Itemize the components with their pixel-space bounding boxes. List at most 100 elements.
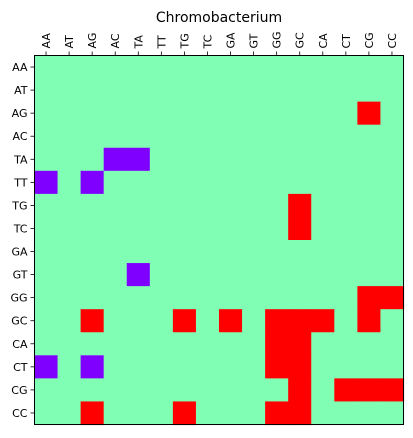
heatmap-cell-ta-cc xyxy=(380,147,405,172)
heatmap-cell-aa-tt xyxy=(149,55,174,80)
heatmap-cell-tc-tt xyxy=(149,216,174,241)
heatmap-cell-tc-gc xyxy=(288,216,312,241)
heatmap-cell-ac-at xyxy=(57,124,82,149)
heatmap-cell-at-ag xyxy=(80,78,105,103)
x-tick-label: GG xyxy=(271,31,284,48)
heatmap-cell-ag-tt xyxy=(149,101,174,126)
heatmap-cell-ga-tg xyxy=(172,240,197,264)
heatmap-cell-cg-tg xyxy=(172,378,197,403)
x-tick-label: AA xyxy=(40,33,53,49)
heatmap-cell-gg-cc xyxy=(380,286,405,310)
heatmap-cell-gg-tc xyxy=(195,286,220,310)
heatmap-cell-gc-gc xyxy=(288,309,312,333)
heatmap-cell-ac-cg xyxy=(357,124,382,149)
heatmap-cell-gc-tg xyxy=(172,309,197,333)
heatmap-cell-tt-at xyxy=(57,170,82,195)
heatmap-cell-ta-gg xyxy=(265,147,289,172)
heatmap-cell-ca-gg xyxy=(265,332,289,356)
x-tick-label: AG xyxy=(86,33,99,49)
heatmap-cell-tg-ta xyxy=(126,193,151,218)
heatmap-cell-ga-gg xyxy=(265,240,289,264)
heatmap-cell-gt-ag xyxy=(80,263,105,287)
heatmap-cell-ag-ga xyxy=(219,101,243,126)
heatmap-cell-cg-ag xyxy=(80,378,105,403)
heatmap-cell-ct-aa xyxy=(34,355,59,379)
heatmap-cell-cc-ag xyxy=(80,401,105,426)
heatmap-cell-ga-at xyxy=(57,240,82,264)
heatmap-cell-tc-at xyxy=(57,216,82,241)
heatmap-cell-aa-ac xyxy=(103,55,128,80)
heatmap-cell-ct-ag xyxy=(80,355,105,379)
heatmap-cell-ag-cc xyxy=(380,101,405,126)
heatmap-cell-at-tt xyxy=(149,78,174,103)
heatmap-cell-ag-gc xyxy=(288,101,312,126)
heatmap-cell-ga-ag xyxy=(80,240,105,264)
heatmap-cell-ga-aa xyxy=(34,240,59,264)
heatmap-cell-gc-ta xyxy=(126,309,151,333)
heatmap-cell-gt-at xyxy=(57,263,82,287)
y-tick-label: TT xyxy=(13,176,28,189)
heatmap-cell-tg-ga xyxy=(219,193,243,218)
heatmap-cell-gt-gg xyxy=(265,263,289,287)
heatmap-cell-ag-tg xyxy=(172,101,197,126)
heatmap-cell-tt-ct xyxy=(334,170,358,195)
y-tick-label: GC xyxy=(11,315,28,328)
heatmap-cell-at-at xyxy=(57,78,82,103)
heatmap-cell-ac-aa xyxy=(34,124,59,149)
heatmap-cell-ac-cc xyxy=(380,124,405,149)
heatmap-cell-ta-ag xyxy=(80,147,105,172)
heatmap-cell-ac-ga xyxy=(219,124,243,149)
heatmap-cell-ta-gc xyxy=(288,147,312,172)
heatmap-cell-gt-tt xyxy=(149,263,174,287)
heatmap-cell-aa-ca xyxy=(311,55,335,80)
heatmap-cell-gc-ag xyxy=(80,309,105,333)
heatmap-cell-ta-gt xyxy=(242,147,266,172)
y-tick-label: CG xyxy=(11,384,27,397)
heatmap-cell-tt-aa xyxy=(34,170,59,195)
heatmap-cell-ca-cc xyxy=(380,332,405,356)
x-tick-label: CA xyxy=(317,33,330,49)
heatmap-cell-ag-ac xyxy=(103,101,128,126)
heatmap-cell-tg-tt xyxy=(149,193,174,218)
y-tick-label: AG xyxy=(12,107,28,120)
heatmap-cell-ac-gt xyxy=(242,124,266,149)
heatmap-cell-ca-ag xyxy=(80,332,105,356)
y-tick-label: AC xyxy=(12,130,27,143)
heatmap-cell-cc-gc xyxy=(288,401,312,426)
heatmap-cell-cc-tg xyxy=(172,401,197,426)
heatmap-cell-cc-cg xyxy=(357,401,382,426)
heatmap-cell-gg-ga xyxy=(219,286,243,310)
heatmap-cell-ta-at xyxy=(57,147,82,172)
heatmap-cell-gg-gg xyxy=(265,286,289,310)
heatmap-cell-tg-gt xyxy=(242,193,266,218)
heatmap-cell-ga-tc xyxy=(195,240,220,264)
heatmap-cell-gc-tc xyxy=(195,309,220,333)
heatmap-cell-ac-tg xyxy=(172,124,197,149)
heatmap-cell-gc-cc xyxy=(380,309,405,333)
heatmap-cell-tt-tt xyxy=(149,170,174,195)
heatmap-cell-cg-at xyxy=(57,378,82,403)
heatmap-cell-gg-cg xyxy=(357,286,382,310)
heatmap-cell-ac-gc xyxy=(288,124,312,149)
heatmap-cell-tt-gg xyxy=(265,170,289,195)
chart-title: Chromobacterium xyxy=(156,10,282,26)
x-tick-label: CG xyxy=(363,32,376,48)
heatmap-cell-ct-ga xyxy=(219,355,243,379)
heatmap-cell-cg-aa xyxy=(34,378,59,403)
heatmap-cell-ta-ca xyxy=(311,147,335,172)
heatmap-cell-ga-ca xyxy=(311,240,335,264)
heatmap-cell-ct-cc xyxy=(380,355,405,379)
heatmap-cell-tg-at xyxy=(57,193,82,218)
heatmap-cell-cc-ct xyxy=(334,401,358,426)
heatmap-cell-gt-cc xyxy=(380,263,405,287)
heatmap-cell-cc-ac xyxy=(103,401,128,426)
heatmap-cell-ct-tc xyxy=(195,355,220,379)
heatmap-cell-ac-gg xyxy=(265,124,289,149)
heatmap-cell-tg-tg xyxy=(172,193,197,218)
heatmap-cell-gg-gc xyxy=(288,286,312,310)
heatmap-cell-ct-ca xyxy=(311,355,335,379)
heatmap-cell-gc-cg xyxy=(357,309,382,333)
heatmap-cell-tc-ac xyxy=(103,216,128,241)
heatmap-cell-tg-cg xyxy=(357,193,382,218)
y-tick-label: TG xyxy=(11,199,27,212)
